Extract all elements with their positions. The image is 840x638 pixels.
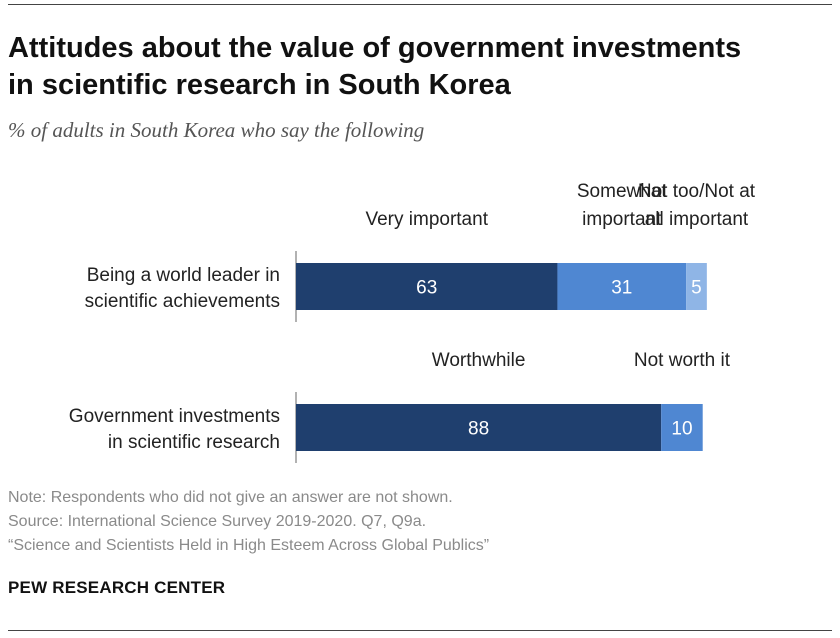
chart-title: Attitudes about the value of government … (8, 32, 742, 101)
bottom-rule (8, 630, 832, 631)
data-label: 31 (611, 278, 632, 299)
segment-header: Somewhat important (577, 181, 667, 230)
bar-segment (661, 404, 703, 451)
pew-credit: PEW RESEARCH CENTER (8, 578, 226, 597)
segment-header: Not too/Not at all important (638, 181, 756, 230)
note-text: Note: Respondents who did not give an an… (8, 489, 453, 506)
segment-header: Worthwhile (432, 350, 526, 371)
bar-segment (686, 263, 707, 310)
bar-segment (557, 263, 687, 310)
data-label: 5 (691, 278, 702, 299)
source-text: Source: International Science Survey 201… (8, 513, 427, 530)
chart-subtitle: % of adults in South Korea who say the f… (8, 118, 425, 142)
segment-header: Not worth it (634, 350, 731, 371)
data-label: 10 (671, 419, 692, 440)
top-rule (8, 4, 832, 5)
report-title-text: “Science and Scientists Held in High Est… (8, 537, 490, 554)
notes: Note: Respondents who did not give an an… (8, 486, 489, 558)
data-label: 63 (416, 278, 437, 299)
stacked-bar-chart: Being a world leader in scientific achiev… (69, 181, 756, 463)
row-label: Being a world leader in scientific achiev… (85, 265, 280, 312)
segment-header: Very important (365, 209, 488, 230)
row-label: Government investments in scientific rese… (69, 406, 280, 453)
data-label: 88 (468, 419, 489, 440)
bar-segment (296, 404, 662, 451)
bar-segment (296, 263, 558, 310)
